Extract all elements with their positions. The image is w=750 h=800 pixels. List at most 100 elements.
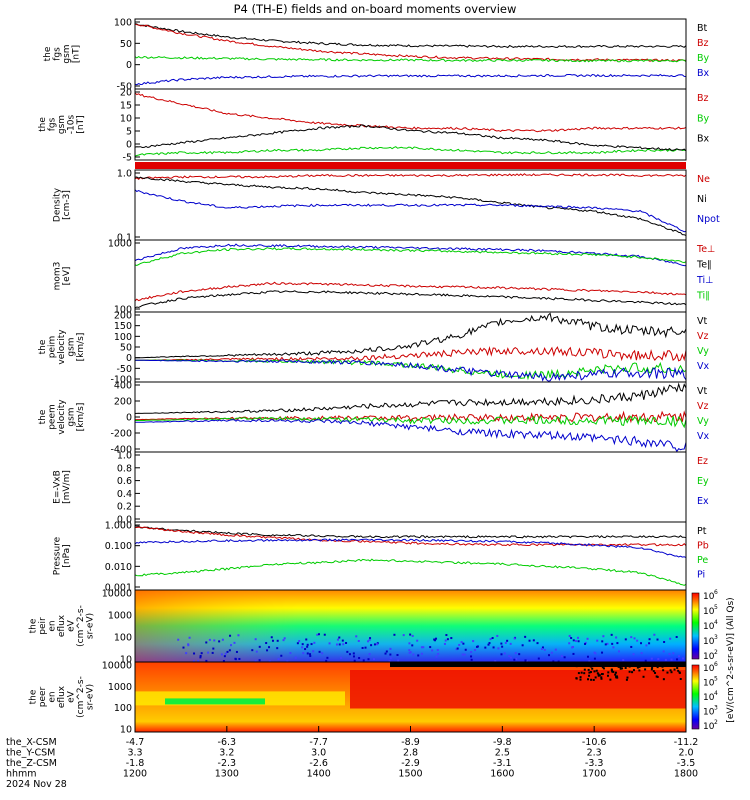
spectrogram-cell xyxy=(676,666,679,669)
spectrogram-cell xyxy=(306,643,309,646)
legend-Bt: Bt xyxy=(697,23,708,34)
spectrogram-cell xyxy=(606,674,609,677)
spectrogram-cell xyxy=(636,639,639,642)
colorbar-tick: 10 xyxy=(703,664,715,674)
series-line-Pi xyxy=(134,538,687,559)
colorbar xyxy=(691,664,700,730)
legend-Npot: Npot xyxy=(697,214,720,225)
spectrogram-cell xyxy=(656,666,659,669)
xaxis-tick-label: 2.0 xyxy=(678,748,693,759)
series-line-Bt xyxy=(134,23,687,49)
panel-10: the peer en eflux eV (cm^2-s-sr-eV) 10000 1000 1… xyxy=(29,661,719,736)
colorbar-label: [eV/(cm^2-s-sr-eV)] (All Qs) xyxy=(726,597,736,722)
xaxis-tick-label: -6.3 xyxy=(218,737,237,748)
spectrogram-cell xyxy=(182,646,185,649)
panel-frame xyxy=(134,88,687,161)
ytick-label: 0 xyxy=(126,140,132,151)
series-line-Te∥ xyxy=(134,290,687,309)
series-line-Vz xyxy=(135,345,687,362)
legend-Pt: Pt xyxy=(697,526,707,537)
ytick-label: 0.100 xyxy=(105,541,132,552)
spectrogram-cell xyxy=(514,652,517,655)
spectrogram-cell xyxy=(188,636,191,639)
spectrogram-cell xyxy=(644,659,647,662)
series-line-Bx xyxy=(134,124,687,152)
spectrogram-cell xyxy=(628,665,631,668)
spectrogram-cell xyxy=(462,642,465,645)
spectrogram-cell xyxy=(541,646,544,649)
spectrogram-cell xyxy=(600,676,603,679)
ylabel-text: eflux xyxy=(57,685,67,708)
spectrogram-cell xyxy=(614,673,617,676)
spectrogram-cell xyxy=(592,678,595,681)
spectrogram-cell xyxy=(409,633,412,636)
legend-Vt: Vt xyxy=(697,386,707,397)
spectrogram-cell xyxy=(470,658,473,661)
panel-frame xyxy=(134,451,687,523)
ytick-label: 0 xyxy=(126,353,132,364)
legend-Pi: Pi xyxy=(697,570,705,581)
xaxis-tick-label: 1500 xyxy=(398,769,422,780)
spectrogram-cell xyxy=(515,657,518,660)
spectrogram-cell xyxy=(524,659,527,662)
spectrogram-cell xyxy=(460,641,463,644)
spectrogram-cell xyxy=(509,656,512,659)
spectrogram-cell xyxy=(628,670,631,673)
ylabel-text: (cm^2-s- xyxy=(76,676,86,718)
spectrogram-cell xyxy=(271,639,274,642)
spectrogram-cell xyxy=(396,654,399,657)
xaxis-tick-label: -2.3 xyxy=(218,758,237,769)
spectrogram-cell xyxy=(309,655,312,658)
spectrogram-cell xyxy=(220,653,223,656)
ytick-label: 0.0 xyxy=(117,515,132,526)
xaxis-tick-label: -4.7 xyxy=(126,737,145,748)
ytick-label: 0 xyxy=(126,60,132,71)
panel-7: E=-VxB [mV/m] 1.00.8 0.6 0.4 0.2 0.0 Ez Ey Ex xyxy=(52,451,709,526)
series-line-Ti∥ xyxy=(134,247,687,267)
spectrogram-cell xyxy=(632,669,635,672)
spectrogram-cell xyxy=(474,649,477,652)
spectrogram-cell xyxy=(397,659,400,662)
spectrogram-cell xyxy=(537,657,540,660)
spectrogram-cell xyxy=(484,646,487,649)
spectrogram-cell xyxy=(470,650,473,653)
ytick-label: -200 xyxy=(110,429,132,440)
spectrogram-cell xyxy=(648,638,651,641)
spectrogram-cell xyxy=(640,642,643,645)
spectrogram-cell xyxy=(177,638,180,641)
ylabel-text: peer xyxy=(38,686,48,707)
spectrogram-cell xyxy=(602,635,605,638)
spectrogram-cell xyxy=(579,678,582,681)
ylabel-text: eV xyxy=(67,619,77,632)
spectrogram-cell xyxy=(588,660,591,663)
ylabel-text: sr-eV) xyxy=(86,613,96,639)
panel-frame xyxy=(134,521,687,591)
spectrogram-cell xyxy=(496,634,499,637)
spectrogram-cell xyxy=(524,635,527,638)
spectrogram-cell xyxy=(609,678,612,681)
spectrogram-cell xyxy=(576,636,579,639)
legend-Vx: Vx xyxy=(697,361,709,372)
ytick-label: 100 xyxy=(114,633,132,644)
spectrogram-cell xyxy=(304,648,307,651)
xaxis-tick-label: -1.8 xyxy=(126,758,145,769)
ylabel-text: [eV] xyxy=(62,267,72,286)
series-line-Te⊥ xyxy=(134,281,687,302)
panel-8: Pressure [nPa] 1.000 0.100 0.010 0.001 Pt Pb Pe P… xyxy=(52,521,709,594)
ylabel-text: [cm-3] xyxy=(62,190,72,220)
colorbar-tick-exp: 3 xyxy=(714,634,718,641)
spectrogram-cell xyxy=(572,639,575,642)
series-line-Bz xyxy=(134,92,687,133)
spectrogram-cell xyxy=(367,658,370,661)
spectrogram-cell xyxy=(651,666,654,669)
spectrogram-cell xyxy=(632,653,635,656)
legend-Vy: Vy xyxy=(697,346,709,357)
spectrogram-cell xyxy=(456,647,459,650)
ytick-label: 50 xyxy=(120,343,132,354)
spectrogram-cell xyxy=(611,670,614,673)
spectrogram-cell xyxy=(601,651,604,654)
spectrogram-overlay xyxy=(135,590,686,662)
spectrogram-cell xyxy=(338,643,341,646)
ylabel-text: -10s xyxy=(67,114,77,134)
panel-6: the peem velocity gsm [km/s] 400 200 0 -200 -400 V… xyxy=(38,381,709,456)
